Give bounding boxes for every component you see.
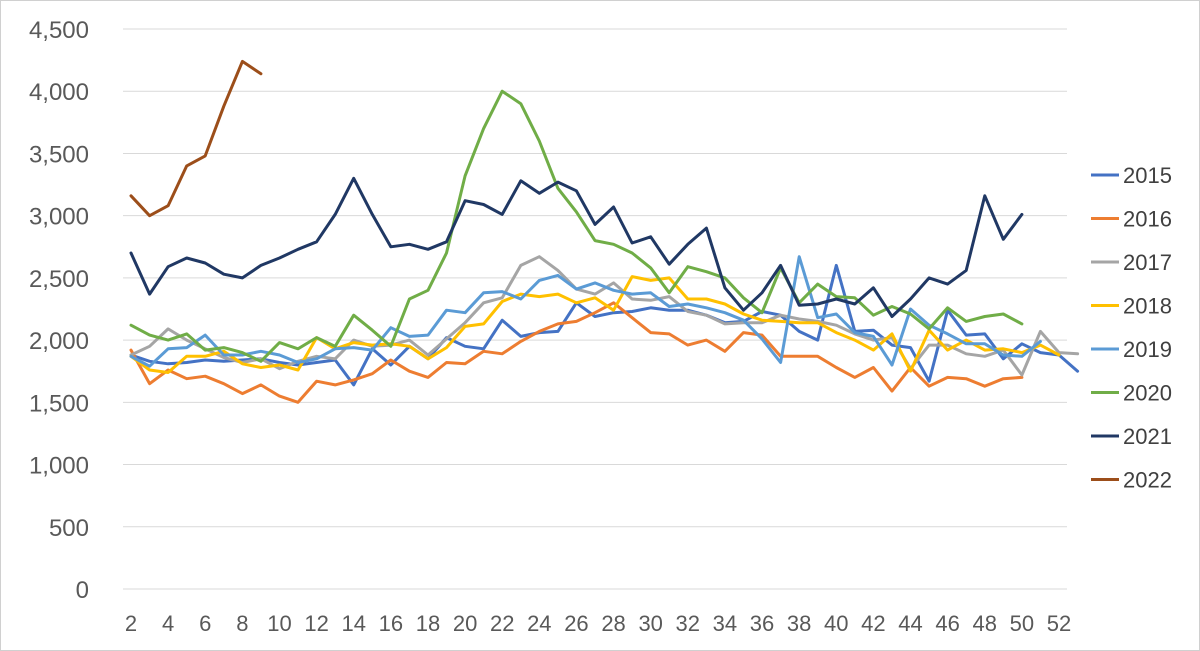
x-tick-label: 16 (379, 611, 403, 636)
legend-label-2017: 2017 (1123, 250, 1172, 275)
y-tick-label: 0 (76, 577, 89, 604)
y-tick-label: 500 (49, 515, 89, 542)
series-line-2019 (129, 255, 1042, 368)
x-tick-label: 46 (935, 611, 959, 636)
series-line-2020 (129, 89, 1024, 363)
y-tick-label: 1,000 (29, 453, 89, 480)
x-axis-ticks: 2 4 6 8 10 12 14 16 18 20 22 24 26 28 30 32 34 36 38 40 42 44… (125, 611, 1071, 636)
x-tick-label: 4 (162, 611, 174, 636)
x-tick-label: 50 (1010, 611, 1034, 636)
legend-label-2022: 2022 (1123, 468, 1172, 493)
y-tick-label: 2,500 (29, 266, 89, 293)
legend-label-2018: 2018 (1123, 294, 1172, 319)
y-tick-label: 2,000 (29, 328, 89, 355)
legend: 2015 2016 2017 2018 2019 2020 2021 2022 (1091, 163, 1172, 493)
series-line-2018 (129, 275, 1061, 374)
x-tick-label: 6 (199, 611, 211, 636)
x-tick-label: 22 (490, 611, 514, 636)
series-line-2016 (129, 301, 1024, 404)
x-tick-label: 28 (601, 611, 625, 636)
series-line-2021 (129, 176, 1024, 318)
x-tick-label: 20 (453, 611, 477, 636)
x-tick-label: 2 (125, 611, 137, 636)
x-tick-label: 40 (824, 611, 848, 636)
gridlines (123, 28, 1067, 590)
y-tick-label: 4,500 (29, 17, 89, 44)
x-tick-label: 34 (713, 611, 737, 636)
x-tick-label: 42 (861, 611, 885, 636)
x-tick-label: 24 (527, 611, 551, 636)
x-tick-label: 32 (676, 611, 700, 636)
x-tick-label: 38 (787, 611, 811, 636)
x-tick-label: 52 (1047, 611, 1071, 636)
series-lines (129, 59, 1080, 404)
legend-label-2016: 2016 (1123, 207, 1172, 232)
x-tick-label: 12 (304, 611, 328, 636)
series-line-2022 (129, 59, 263, 218)
legend-label-2021: 2021 (1123, 424, 1172, 449)
x-tick-label: 30 (638, 611, 662, 636)
x-tick-label: 8 (236, 611, 248, 636)
x-tick-label: 10 (267, 611, 291, 636)
x-tick-label: 48 (973, 611, 997, 636)
x-tick-label: 36 (750, 611, 774, 636)
y-axis-ticks: 0 500 1,000 1,500 2,000 2,500 3,000 3,500 4,000 4… (29, 17, 89, 604)
x-tick-label: 18 (416, 611, 440, 636)
y-tick-label: 3,000 (29, 204, 89, 231)
series-line-2017 (129, 255, 1080, 377)
legend-label-2019: 2019 (1123, 337, 1172, 362)
y-tick-label: 1,500 (29, 390, 89, 417)
y-tick-label: 4,000 (29, 79, 89, 106)
x-tick-label: 26 (564, 611, 588, 636)
y-tick-label: 3,500 (29, 141, 89, 168)
legend-label-2020: 2020 (1123, 381, 1172, 406)
x-tick-label: 44 (898, 611, 922, 636)
legend-label-2015: 2015 (1123, 163, 1172, 188)
x-tick-label: 14 (341, 611, 365, 636)
